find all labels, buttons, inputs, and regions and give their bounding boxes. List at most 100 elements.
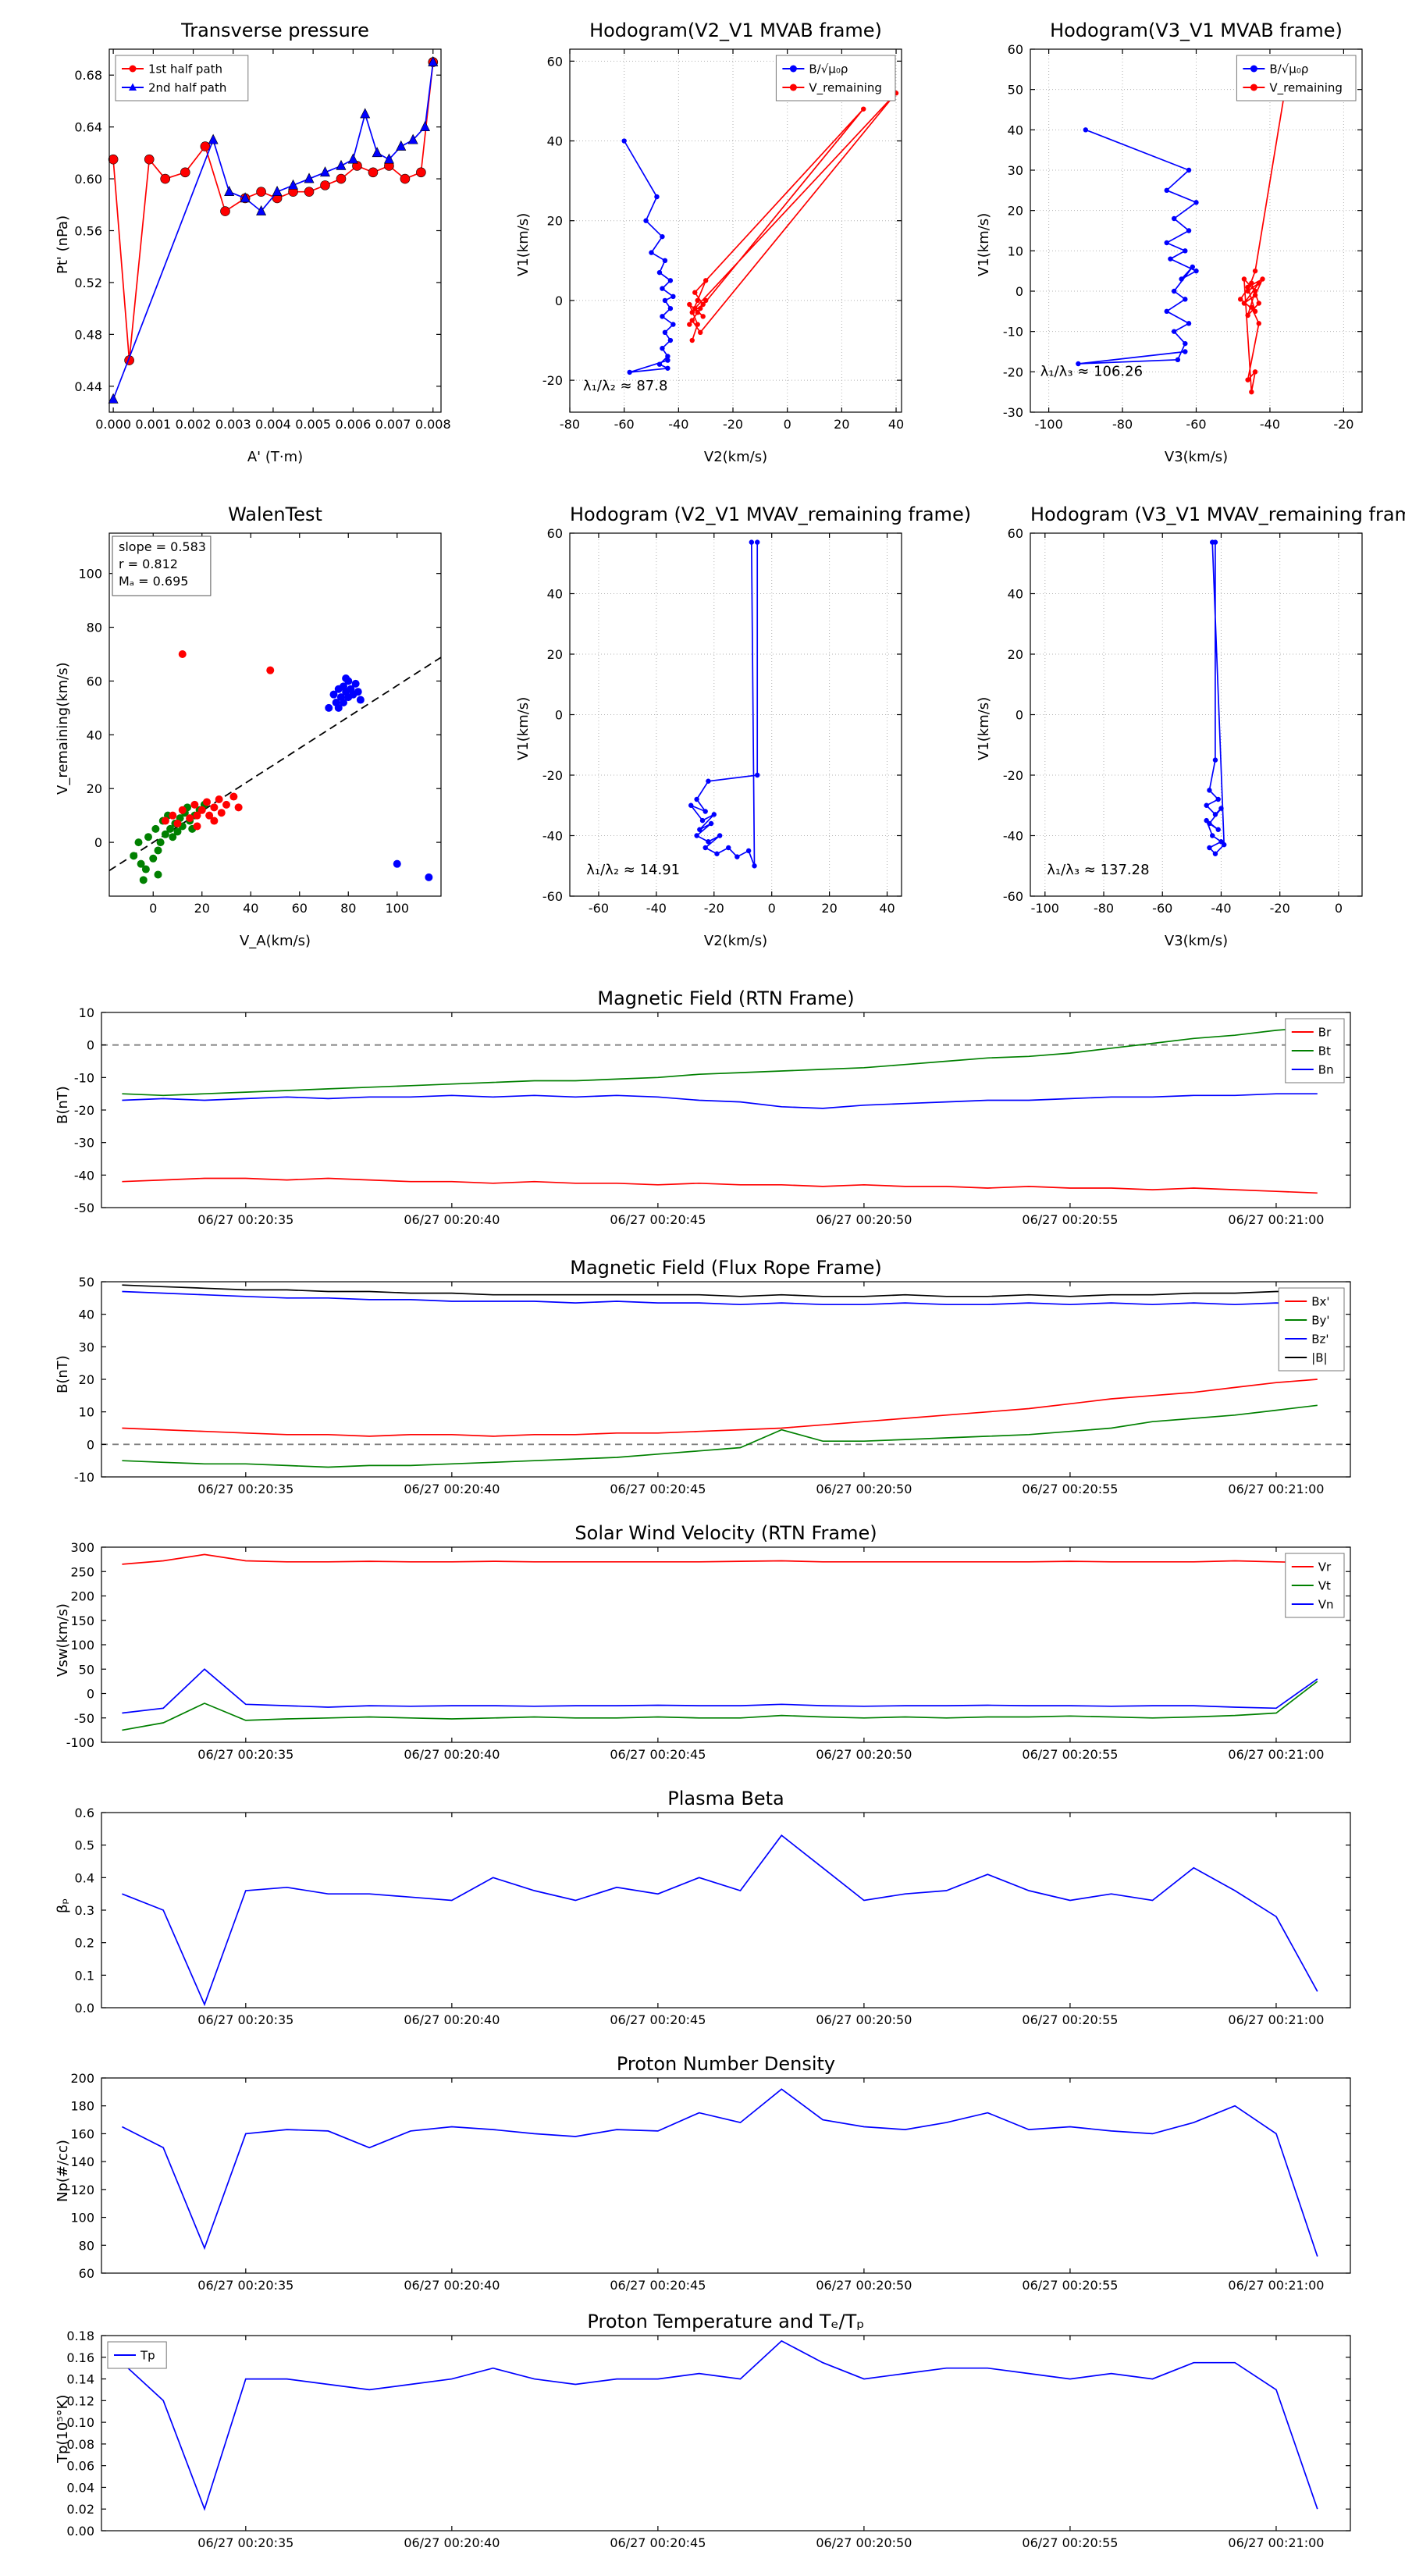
svg-text:06/27 00:20:45: 06/27 00:20:45 [610,1747,706,1762]
svg-text:Bz': Bz' [1311,1332,1329,1347]
svg-text:0.3: 0.3 [75,1903,94,1918]
svg-text:-10: -10 [1003,325,1023,340]
svg-text:-60: -60 [542,889,563,904]
svg-text:0.16: 0.16 [66,2350,94,2365]
svg-text:06/27 00:20:50: 06/27 00:20:50 [816,1747,912,1762]
plot-area-proton-temperature: 06/27 00:20:35 06/27 00:20:40 06/27 00:20:… [66,2331,1351,2550]
svg-text:50: 50 [79,1662,94,1677]
svg-text:B/√μ₀ρ: B/√μ₀ρ [809,62,848,76]
chart-hodogram-v2v1-mvav: Hodogram (V2_V1 MVAV_remaining frame) V1… [515,503,971,956]
svg-text:30: 30 [79,1340,94,1354]
svg-text:40: 40 [547,134,563,149]
plot-area-hodogram-v2v1-mvab: -80 -60 -40 -20 0 20 40 -20 0 20 40 60 λ₁/λ₂ ≈ 87.8 B… [542,48,904,432]
svg-text:50: 50 [79,1277,94,1290]
svg-text:06/27 00:21:00: 06/27 00:21:00 [1228,1212,1324,1227]
svg-text:160: 160 [70,2126,94,2141]
svg-text:-20: -20 [74,1103,94,1118]
svg-text:60: 60 [547,54,563,69]
svg-text:By': By' [1311,1314,1329,1328]
svg-text:30: 30 [1008,163,1023,178]
svg-text:20: 20 [821,901,837,916]
svg-text:06/27 00:20:40: 06/27 00:20:40 [404,2012,500,2027]
svg-text:V_remaining: V_remaining [809,81,882,96]
svg-text:-10: -10 [74,1070,94,1085]
svg-text:-60: -60 [1152,901,1172,916]
svg-text:06/27 00:21:00: 06/27 00:21:00 [1228,2535,1324,2550]
svg-text:λ₁/λ₃ ≈ 137.28: λ₁/λ₃ ≈ 137.28 [1047,862,1149,878]
svg-text:|B|: |B| [1311,1351,1327,1365]
svg-text:06/27 00:20:35: 06/27 00:20:35 [197,1747,293,1762]
svg-text:20: 20 [547,214,563,229]
svg-text:06/27 00:20:50: 06/27 00:20:50 [816,1482,912,1496]
chart-magnetic-field-fluxrope: Magnetic Field (Flux Rope Frame) B(nT) 0… [55,1257,1366,1499]
svg-text:0.006: 0.006 [335,417,371,432]
svg-text:-100: -100 [1034,417,1062,432]
svg-text:06/27 00:20:35: 06/27 00:20:35 [197,2278,293,2293]
svg-text:slope = 0.583: slope = 0.583 [119,539,206,554]
svg-text:60: 60 [1008,42,1023,57]
svg-text:06/27 00:20:35: 06/27 00:20:35 [197,2535,293,2550]
svg-text:Vn: Vn [1318,1598,1334,1612]
svg-text:-60: -60 [589,901,609,916]
svg-text:1st half path: 1st half path [148,62,222,76]
svg-text:-20: -20 [704,901,724,916]
x-axis-label: V2(km/s) [703,933,768,949]
plot-area-hodogram-v3v1-mvab: -100 -80 -60 -40 -20-30-20-100102030405060λ₁… [1003,42,1363,432]
svg-text:-60: -60 [614,417,635,432]
chart-title: Proton Temperature and Tₑ/Tₚ [587,2311,865,2332]
chart-hodogram-v3v1-mvav: Hodogram (V3_V1 MVAV_remaining frame) V1… [976,503,1405,956]
svg-text:40: 40 [87,728,102,742]
svg-text:300: 300 [70,1542,94,1555]
svg-text:0.2: 0.2 [75,1936,94,1951]
svg-text:λ₁/λ₂ ≈ 14.91: λ₁/λ₂ ≈ 14.91 [586,862,680,878]
svg-text:100: 100 [70,1638,94,1653]
x-axis-label: V_A(km/s) [239,933,311,949]
svg-text:-100: -100 [66,1735,94,1750]
svg-text:0.68: 0.68 [74,68,102,83]
svg-text:Tp: Tp [140,2349,155,2363]
svg-text:-20: -20 [1270,901,1290,916]
svg-text:120: 120 [70,2183,94,2197]
svg-text:0: 0 [555,708,563,723]
plot-area-plasma-beta: 06/27 00:20:35 06/27 00:20:40 06/27 00:20:… [75,1808,1351,2027]
svg-text:Bx': Bx' [1311,1295,1329,1309]
chart-proton-density: Proton Number Density Np(#/cc) 06/27 00:… [55,2053,1366,2295]
svg-text:0.04: 0.04 [66,2480,94,2495]
svg-text:-20: -20 [1333,417,1353,432]
chart-title: Transverse pressure [181,20,369,41]
svg-text:06/27 00:20:40: 06/27 00:20:40 [404,2278,500,2293]
x-axis-label: V2(km/s) [703,449,768,465]
svg-text:06/27 00:20:55: 06/27 00:20:55 [1022,1482,1118,1496]
svg-text:0.14: 0.14 [66,2372,94,2387]
svg-text:10: 10 [79,1405,94,1420]
svg-text:Vt: Vt [1318,1579,1331,1593]
svg-text:60: 60 [292,901,308,916]
svg-text:Bn: Bn [1318,1063,1334,1077]
svg-text:0: 0 [1016,708,1023,723]
svg-text:20: 20 [547,647,563,662]
svg-text:-20: -20 [542,373,563,388]
svg-text:60: 60 [547,526,563,541]
svg-text:B/√μ₀ρ: B/√μ₀ρ [1269,62,1308,76]
chart-hodogram-v3v1-mvab: Hodogram(V3_V1 MVAB frame) V1(km/s) -100… [976,20,1374,472]
svg-text:0.4: 0.4 [75,1870,94,1885]
svg-text:06/27 00:21:00: 06/27 00:21:00 [1228,2012,1324,2027]
chart-title: WalenTest [228,503,322,525]
svg-text:06/27 00:21:00: 06/27 00:21:00 [1228,1482,1324,1496]
svg-text:06/27 00:20:35: 06/27 00:20:35 [197,2012,293,2027]
svg-text:200: 200 [70,1589,94,1604]
svg-text:40: 40 [547,587,563,602]
svg-text:06/27 00:20:45: 06/27 00:20:45 [610,2278,706,2293]
svg-text:0.02: 0.02 [66,2502,94,2517]
svg-text:λ₁/λ₃ ≈ 106.26: λ₁/λ₃ ≈ 106.26 [1040,364,1143,380]
x-axis-label: V3(km/s) [1164,933,1229,949]
svg-text:-40: -40 [1211,901,1231,916]
chart-title: Hodogram (V3_V1 MVAV_remaining frame) [1030,503,1405,525]
svg-text:80: 80 [340,901,356,916]
chart-solar-wind-velocity: Solar Wind Velocity (RTN Frame) Vsw(km/s… [55,1522,1366,1764]
svg-text:40: 40 [888,417,904,432]
svg-text:Br: Br [1318,1026,1332,1040]
chart-title: Plasma Beta [667,1788,784,1809]
svg-text:0.52: 0.52 [74,276,102,290]
chart-title: Proton Number Density [616,2053,836,2075]
